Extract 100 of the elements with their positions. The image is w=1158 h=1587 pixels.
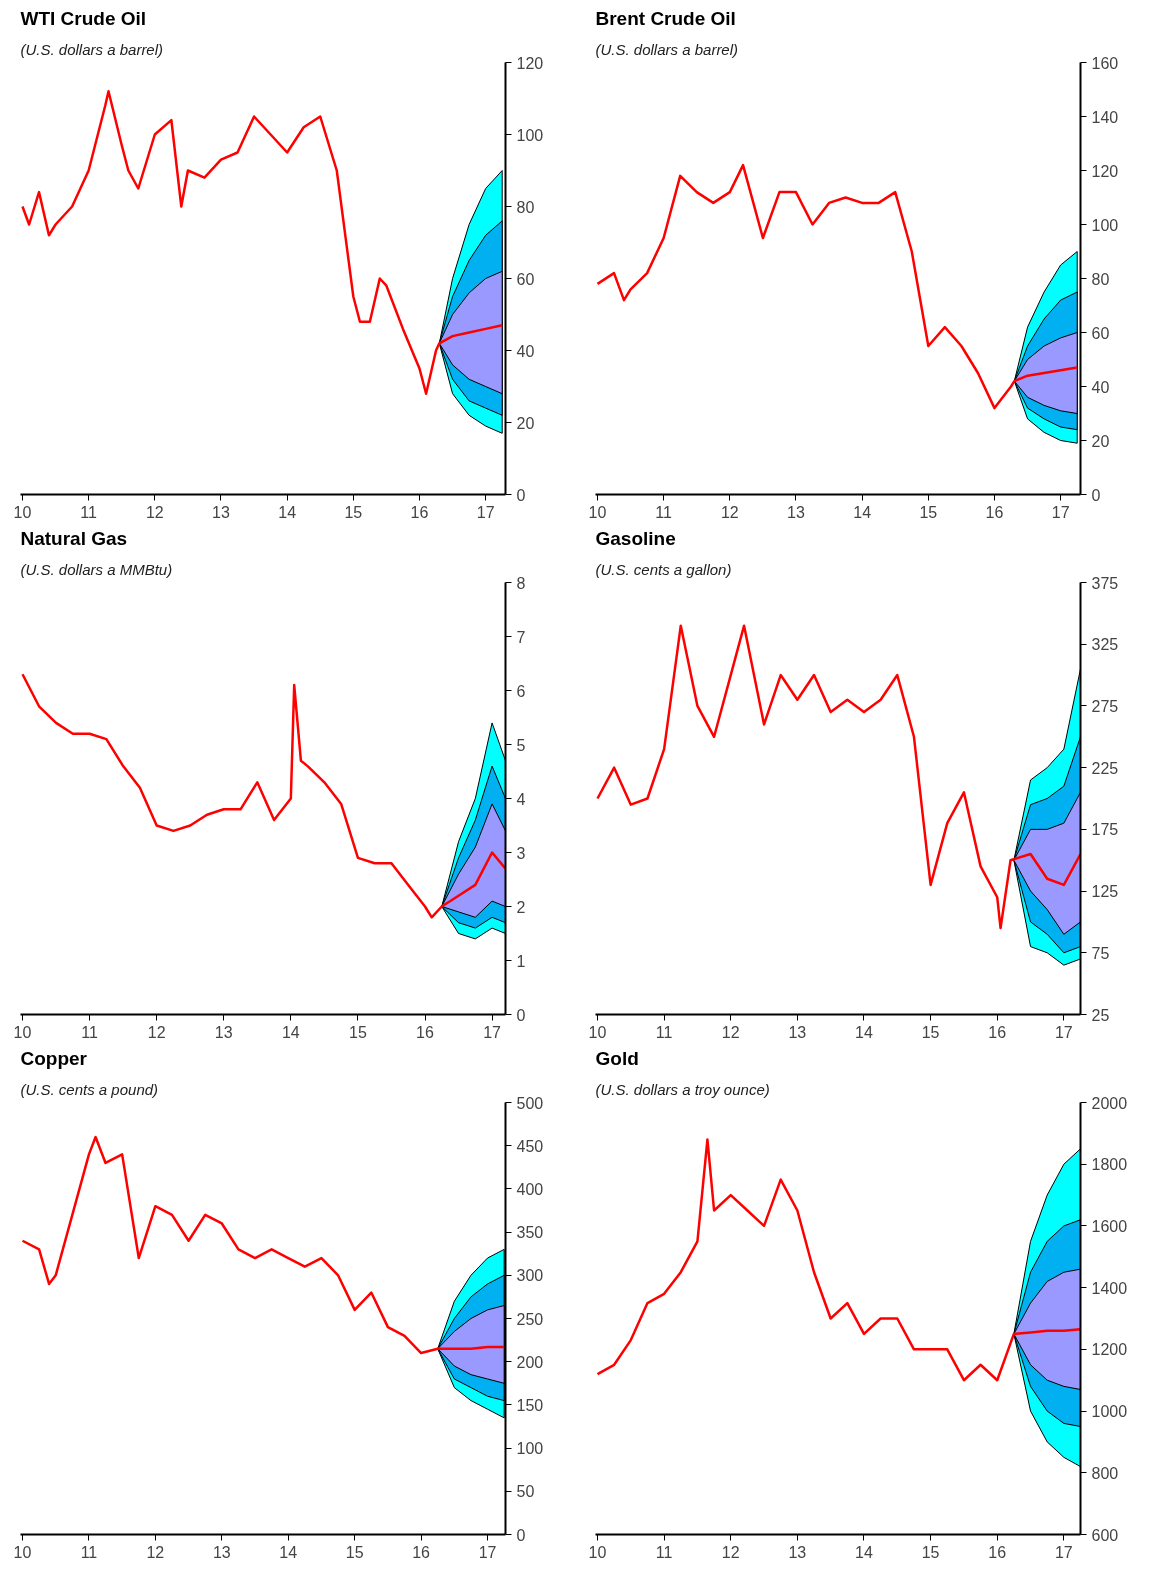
y-tick-label: 200 <box>516 1353 544 1371</box>
y-tick-label: 120 <box>516 54 544 72</box>
y-tick-label: 2000 <box>1091 1094 1128 1112</box>
chart-title: Gasoline <box>595 527 676 549</box>
x-tick-label: 14 <box>278 503 297 521</box>
x-tick-label: 17 <box>1054 1543 1073 1561</box>
x-tick-label: 12 <box>721 1543 740 1561</box>
y-tick-label: 50 <box>516 1483 535 1501</box>
x-tick-label: 17 <box>476 503 495 521</box>
x-tick-label: 12 <box>145 503 164 521</box>
y-tick-label: 60 <box>516 270 535 288</box>
x-tick-label: 13 <box>788 1023 807 1041</box>
y-tick-label: 250 <box>516 1310 544 1328</box>
y-tick-label: 100 <box>1091 216 1119 234</box>
y-tick-label: 375 <box>1091 574 1119 592</box>
y-tick-label: 20 <box>1091 432 1110 450</box>
x-tick-label: 14 <box>281 1023 300 1041</box>
x-tick-label: 12 <box>146 1543 165 1561</box>
x-tick-label: 15 <box>344 503 363 521</box>
y-tick-label: 1600 <box>1091 1217 1128 1235</box>
y-tick-label: 0 <box>516 1006 526 1024</box>
x-tick-label: 15 <box>921 1023 940 1041</box>
x-tick-label: 14 <box>279 1543 298 1561</box>
chart-subtitle: (U.S. dollars a troy ounce) <box>595 1080 770 1098</box>
y-tick-label: 800 <box>1091 1464 1119 1482</box>
y-tick-label: 225 <box>1091 759 1119 777</box>
chart-subtitle: (U.S. cents a gallon) <box>595 560 732 578</box>
chart-subtitle: (U.S. cents a pound) <box>20 1080 159 1098</box>
chart-subtitle: (U.S. dollars a barrel) <box>20 40 164 58</box>
x-tick-label: 13 <box>788 1543 807 1561</box>
x-tick-label: 16 <box>985 503 1004 521</box>
y-tick-label: 450 <box>516 1137 544 1155</box>
x-tick-label: 10 <box>588 1023 607 1041</box>
x-tick-label: 11 <box>80 1543 98 1561</box>
x-tick-label: 10 <box>588 1543 607 1561</box>
y-tick-label: 40 <box>1091 378 1110 396</box>
y-tick-label: 160 <box>1091 54 1119 72</box>
x-tick-label: 17 <box>1051 503 1070 521</box>
y-tick-label: 60 <box>1091 324 1110 342</box>
y-tick-label: 275 <box>1091 697 1119 715</box>
y-tick-label: 40 <box>516 342 535 360</box>
y-tick-label: 400 <box>516 1180 544 1198</box>
x-tick-label: 10 <box>13 1023 32 1041</box>
y-tick-label: 25 <box>1091 1006 1110 1024</box>
chart-title: Brent Crude Oil <box>595 7 736 29</box>
y-tick-label: 6 <box>516 682 526 700</box>
x-tick-label: 17 <box>478 1543 497 1561</box>
y-tick-label: 1800 <box>1091 1156 1128 1174</box>
x-tick-label: 11 <box>655 1023 673 1041</box>
y-tick-label: 5 <box>516 736 526 754</box>
y-tick-label: 20 <box>516 414 535 432</box>
x-tick-label: 13 <box>212 1543 231 1561</box>
y-tick-label: 1400 <box>1091 1279 1128 1297</box>
x-tick-label: 14 <box>855 1023 873 1041</box>
y-tick-label: 80 <box>516 198 535 216</box>
y-tick-label: 2 <box>516 898 526 916</box>
x-tick-label: 11 <box>655 503 673 521</box>
x-tick-label: 13 <box>787 503 805 521</box>
y-tick-label: 0 <box>1091 486 1101 504</box>
x-tick-label: 10 <box>13 503 32 521</box>
y-tick-label: 3 <box>516 844 526 862</box>
chart-title: Gold <box>595 1047 639 1069</box>
x-tick-label: 12 <box>720 503 739 521</box>
y-tick-label: 100 <box>516 1440 544 1458</box>
x-tick-label: 13 <box>214 1023 233 1041</box>
y-tick-label: 0 <box>516 486 526 504</box>
y-tick-label: 1200 <box>1091 1341 1128 1359</box>
chart-subtitle: (U.S. dollars a barrel) <box>595 40 739 58</box>
chart-title: Copper <box>20 1047 88 1069</box>
y-tick-label: 1 <box>516 952 526 970</box>
x-tick-label: 16 <box>410 503 429 521</box>
x-tick-label: 15 <box>919 503 938 521</box>
y-tick-label: 75 <box>1091 944 1110 962</box>
x-tick-label: 17 <box>483 1023 502 1041</box>
x-tick-label: 15 <box>921 1543 940 1561</box>
x-tick-label: 12 <box>721 1023 740 1041</box>
y-tick-label: 0 <box>516 1526 526 1544</box>
y-tick-label: 350 <box>516 1224 544 1242</box>
y-tick-label: 120 <box>1091 162 1119 180</box>
x-tick-label: 16 <box>416 1023 434 1041</box>
y-tick-label: 150 <box>516 1396 544 1414</box>
y-tick-label: 7 <box>516 628 526 646</box>
y-tick-label: 8 <box>516 574 526 592</box>
y-tick-label: 300 <box>516 1267 544 1285</box>
chart-title: WTI Crude Oil <box>20 7 147 29</box>
y-tick-label: 500 <box>516 1094 544 1112</box>
y-tick-label: 175 <box>1091 821 1119 839</box>
x-tick-label: 11 <box>655 1543 673 1561</box>
y-tick-label: 600 <box>1091 1526 1119 1544</box>
x-tick-label: 13 <box>212 503 230 521</box>
chart-subtitle: (U.S. dollars a MMBtu) <box>20 560 173 578</box>
y-tick-label: 140 <box>1091 108 1119 126</box>
y-tick-label: 325 <box>1091 636 1119 654</box>
x-tick-label: 14 <box>855 1543 873 1561</box>
y-tick-label: 100 <box>516 126 544 144</box>
x-tick-label: 11 <box>80 503 98 521</box>
x-tick-label: 16 <box>988 1543 1007 1561</box>
x-tick-label: 14 <box>853 503 872 521</box>
x-tick-label: 16 <box>412 1543 431 1561</box>
x-tick-label: 10 <box>13 1543 32 1561</box>
